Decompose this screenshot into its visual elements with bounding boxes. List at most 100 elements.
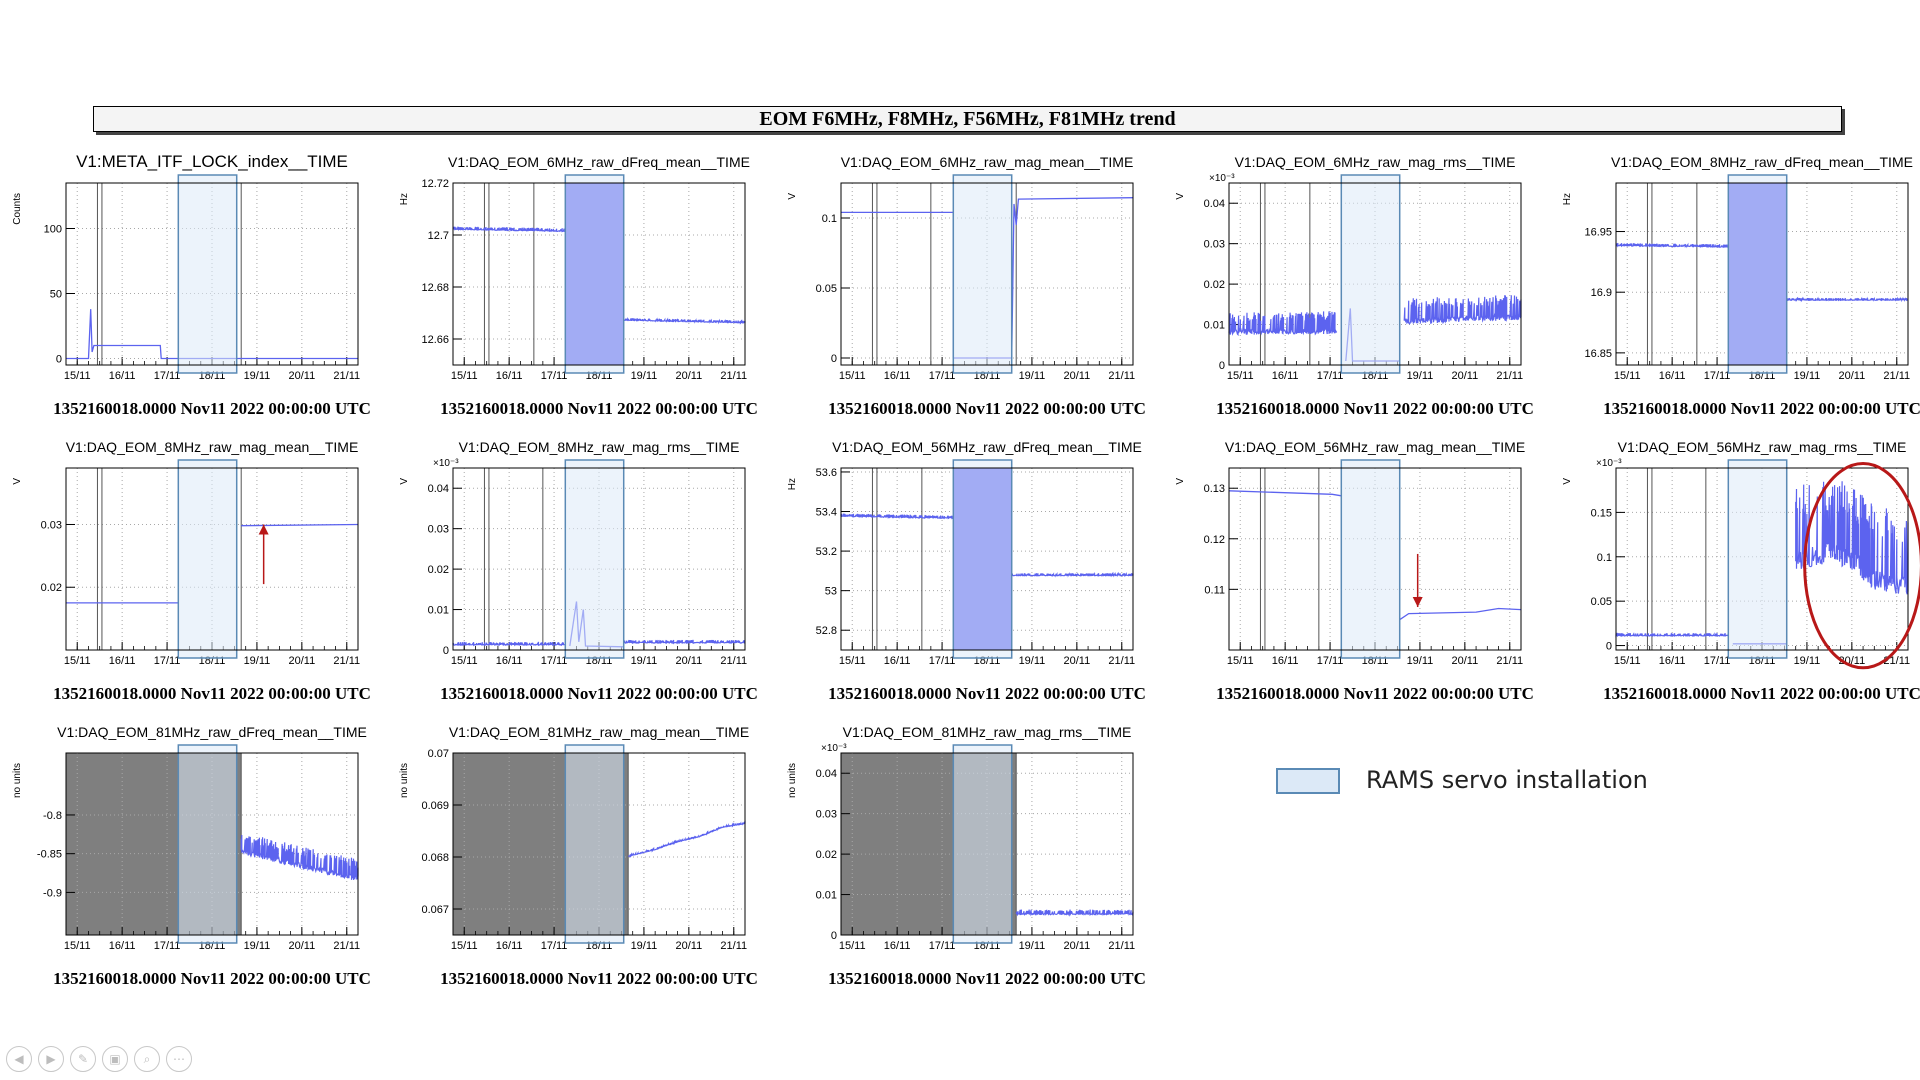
more-icon[interactable]: ⋯ <box>166 1046 192 1072</box>
servo-band <box>1340 174 1401 374</box>
chart-title: V1:DAQ_EOM_81MHz_raw_mag_rms__TIME <box>843 724 1132 740</box>
chart-title: V1:DAQ_EOM_81MHz_raw_mag_mean__TIME <box>449 724 749 740</box>
chart-footer: 1352160018.0000 Nov11 2022 00:00:00 UTC <box>828 399 1146 418</box>
y-tick-label: 0 <box>831 353 837 365</box>
y-tick-label: 12.72 <box>421 178 449 190</box>
arrow-head <box>1412 597 1423 608</box>
y-tick-label: 16.9 <box>1591 287 1612 299</box>
plot-frame <box>65 467 359 651</box>
x-tick-label: 17/11 <box>929 370 956 382</box>
x-tick-label: 21/11 <box>333 940 360 952</box>
y-tick-label: 0.13 <box>1204 483 1225 495</box>
y-tick-label: 0.02 <box>1204 279 1225 291</box>
lock-markers <box>96 183 242 365</box>
series-line <box>1011 571 1134 578</box>
x-tick-label: 21/11 <box>1108 370 1135 382</box>
y-tick-label: 12.66 <box>421 334 449 346</box>
plot-frame <box>840 752 1134 936</box>
chart-title: V1:DAQ_EOM_81MHz_raw_dFreq_mean__TIME <box>57 724 367 740</box>
series-line <box>452 226 566 233</box>
x-tick-label: 19/11 <box>1019 655 1046 667</box>
x-tick-label: 21/11 <box>1108 940 1135 952</box>
series-line <box>1615 242 1729 249</box>
chart-footer: 1352160018.0000 Nov11 2022 00:00:00 UTC <box>440 684 758 703</box>
series-line <box>840 513 954 520</box>
x-tick-label: 20/11 <box>675 370 702 382</box>
servo-band <box>1340 459 1401 659</box>
y-tick-label: -0.8 <box>43 810 62 822</box>
x-tick-label: 15/11 <box>1614 655 1641 667</box>
x-tick-label: 16/11 <box>1659 655 1686 667</box>
y-tick-label: 0 <box>56 354 62 366</box>
x-tick-label: 15/11 <box>839 655 866 667</box>
highlight-circle <box>1803 462 1920 670</box>
plot-frame <box>452 752 746 936</box>
y-axis-label: V <box>1175 478 1186 485</box>
x-tick-label: 19/11 <box>631 370 658 382</box>
pen-icon[interactable]: ✎ <box>70 1046 96 1072</box>
y-tick-label: 0.03 <box>41 519 62 531</box>
x-tick-label: 20/11 <box>675 940 702 952</box>
legend-label: RAMS servo installation <box>1366 766 1648 794</box>
x-tick-label: 19/11 <box>1019 940 1046 952</box>
chart-panel: V1:DAQ_EOM_56MHz_raw_mag_rms__TIME 135216… <box>1562 439 1920 703</box>
chart-panel: V1:DAQ_EOM_8MHz_raw_mag_rms__TIME 1352160… <box>399 439 758 703</box>
x-tick-label: 19/11 <box>1407 370 1434 382</box>
back-icon[interactable]: ◀ <box>6 1046 32 1072</box>
chart-title: V1:DAQ_EOM_6MHz_raw_mag_mean__TIME <box>841 154 1134 170</box>
y-axis-label: Hz <box>787 478 798 490</box>
legend-swatch <box>1276 768 1340 794</box>
series-line <box>240 834 359 881</box>
y-axis-label: V <box>1175 193 1186 200</box>
slides-icon[interactable]: ▣ <box>102 1046 128 1072</box>
y-tick-label: -0.85 <box>37 849 62 861</box>
plot-frame <box>65 182 359 366</box>
y-tick-label: 0.12 <box>1204 534 1225 546</box>
zoom-icon[interactable]: ⌕ <box>134 1046 160 1072</box>
series-line <box>1786 296 1909 303</box>
y-tick-label: 0.02 <box>41 582 62 594</box>
x-tick-label: 19/11 <box>1019 370 1046 382</box>
series-line <box>66 309 358 360</box>
x-tick-label: 15/11 <box>64 655 91 667</box>
chart-panel: V1:DAQ_EOM_56MHz_raw_dFreq_mean__TIME 135… <box>787 439 1146 703</box>
x-tick-label: 15/11 <box>451 370 478 382</box>
servo-band <box>1727 174 1788 374</box>
x-tick-label: 16/11 <box>884 940 911 952</box>
y-tick-label: 0.067 <box>421 904 449 916</box>
y-tick-label: 0.02 <box>428 564 449 576</box>
chart-title: V1:DAQ_EOM_8MHz_raw_mag_rms__TIME <box>459 439 740 455</box>
plot-frame <box>1615 182 1909 366</box>
y-tick-label: 0.01 <box>1204 320 1225 332</box>
x-tick-label: 20/11 <box>288 370 315 382</box>
y-tick-label: 0 <box>1219 360 1225 372</box>
forward-icon[interactable]: ▶ <box>38 1046 64 1072</box>
y-tick-label: 0.1 <box>1597 552 1612 564</box>
y-axis-label: Counts <box>12 193 23 225</box>
chart-panel: V1:DAQ_EOM_6MHz_raw_mag_mean__TIME 135216… <box>787 154 1146 418</box>
x-tick-label: 21/11 <box>333 655 360 667</box>
chart-panel: V1:DAQ_EOM_81MHz_raw_mag_rms__TIME 135216… <box>787 724 1146 988</box>
chart-title: V1:DAQ_EOM_8MHz_raw_mag_mean__TIME <box>66 439 359 455</box>
servo-band <box>177 744 238 944</box>
x-tick-label: 19/11 <box>244 370 271 382</box>
y-tick-label: 0.04 <box>1204 198 1225 210</box>
chart-footer: 1352160018.0000 Nov11 2022 00:00:00 UTC <box>53 969 371 988</box>
plot-frame <box>1228 467 1522 651</box>
y-exponent-label: ×10⁻³ <box>433 458 459 469</box>
y-tick-label: 0 <box>1606 641 1612 653</box>
y-tick-label: 0.01 <box>428 605 449 617</box>
x-tick-label: 17/11 <box>541 370 568 382</box>
y-tick-label: 0.05 <box>816 283 837 295</box>
x-tick-label: 17/11 <box>154 940 181 952</box>
x-tick-label: 21/11 <box>1108 655 1135 667</box>
y-tick-label: 12.68 <box>421 282 449 294</box>
series-line <box>241 523 359 527</box>
y-tick-label: 16.95 <box>1584 227 1612 239</box>
servo-band <box>564 174 625 374</box>
chart-footer: 1352160018.0000 Nov11 2022 00:00:00 UTC <box>1216 399 1534 418</box>
y-tick-label: 0.069 <box>421 800 449 812</box>
chart-title: V1:DAQ_EOM_6MHz_raw_mag_rms__TIME <box>1235 154 1516 170</box>
x-tick-label: 20/11 <box>675 655 702 667</box>
